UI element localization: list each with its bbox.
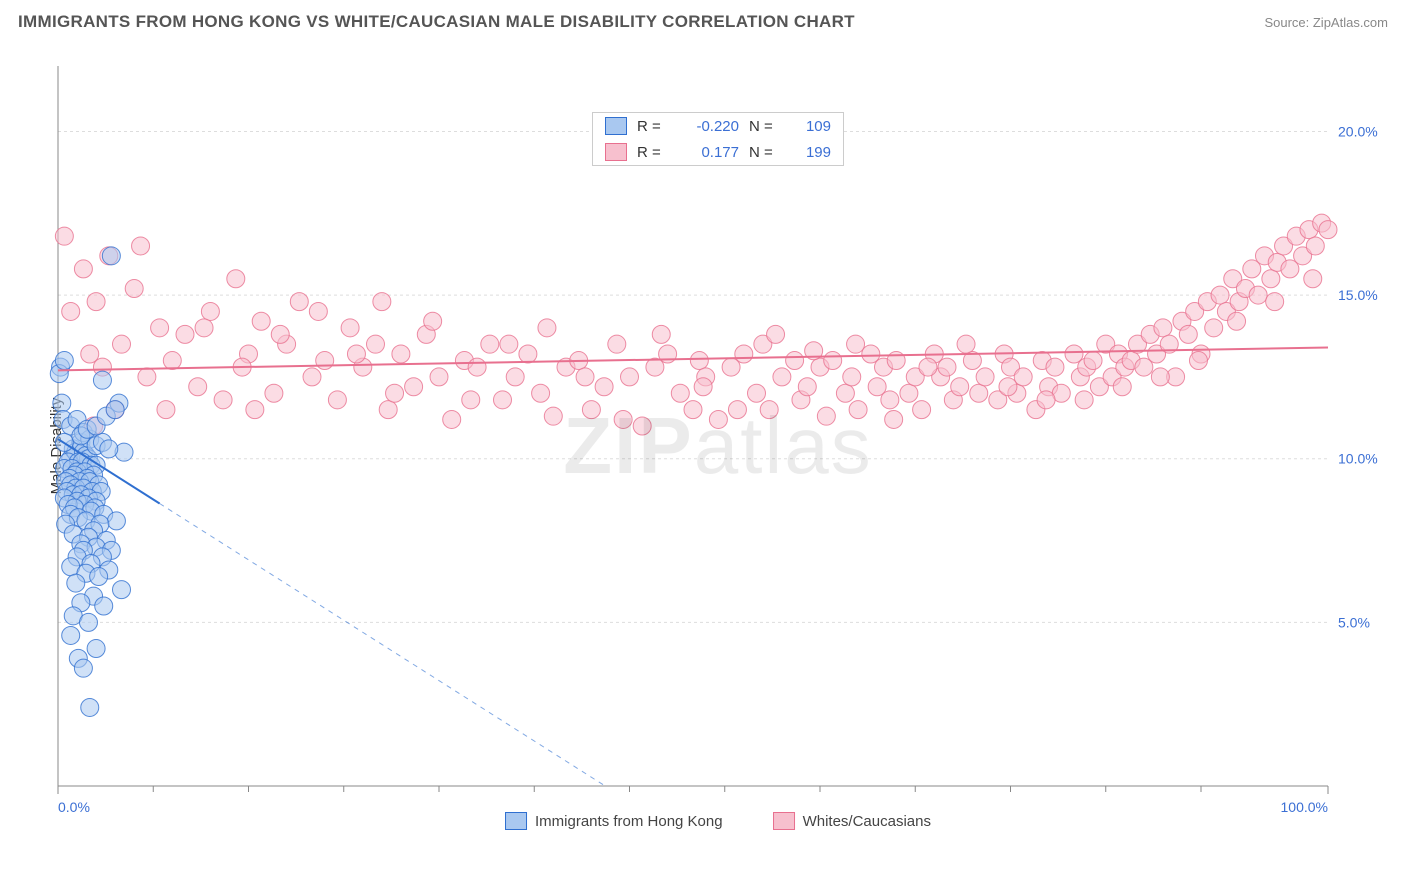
- correlation-legend: R = -0.220 N = 109 R = 0.177 N = 199: [592, 112, 844, 166]
- svg-text:10.0%: 10.0%: [1338, 451, 1378, 467]
- source-link[interactable]: ZipAtlas.com: [1313, 15, 1388, 30]
- source-prefix: Source:: [1264, 15, 1312, 30]
- series-swatch-1: [605, 143, 627, 161]
- legend-swatch-0: [505, 812, 527, 830]
- chart-area: 0.0%100.0%5.0%10.0%15.0%20.0% ZIPatlas R…: [48, 56, 1388, 836]
- series-swatch-0: [605, 117, 627, 135]
- legend-item-1: Whites/Caucasians: [773, 812, 931, 830]
- source-attribution: Source: ZipAtlas.com: [1264, 15, 1388, 30]
- legend-label-1: Whites/Caucasians: [803, 813, 931, 830]
- r-value-0: -0.220: [679, 118, 739, 135]
- legend-label-0: Immigrants from Hong Kong: [535, 813, 723, 830]
- svg-text:100.0%: 100.0%: [1281, 799, 1328, 815]
- n-value-0: 109: [791, 118, 831, 135]
- chart-title: IMMIGRANTS FROM HONG KONG VS WHITE/CAUCA…: [18, 12, 855, 32]
- correlation-row-1: R = 0.177 N = 199: [593, 139, 843, 165]
- legend-item-0: Immigrants from Hong Kong: [505, 812, 723, 830]
- scatter-chart: 0.0% 100.0% 5.0% 10.0% 15.0% 20.0%: [48, 56, 1388, 836]
- r-value-1: 0.177: [679, 144, 739, 161]
- n-label-0: N =: [749, 118, 781, 135]
- svg-text:20.0%: 20.0%: [1338, 123, 1378, 139]
- svg-text:5.0%: 5.0%: [1338, 614, 1370, 630]
- r-label-1: R =: [637, 144, 669, 161]
- n-label-1: N =: [749, 144, 781, 161]
- legend-swatch-1: [773, 812, 795, 830]
- svg-text:0.0%: 0.0%: [58, 799, 90, 815]
- r-label-0: R =: [637, 118, 669, 135]
- series-legend: Immigrants from Hong Kong Whites/Caucasi…: [505, 812, 931, 830]
- n-value-1: 199: [791, 144, 831, 161]
- svg-text:15.0%: 15.0%: [1338, 287, 1378, 303]
- correlation-row-0: R = -0.220 N = 109: [593, 113, 843, 139]
